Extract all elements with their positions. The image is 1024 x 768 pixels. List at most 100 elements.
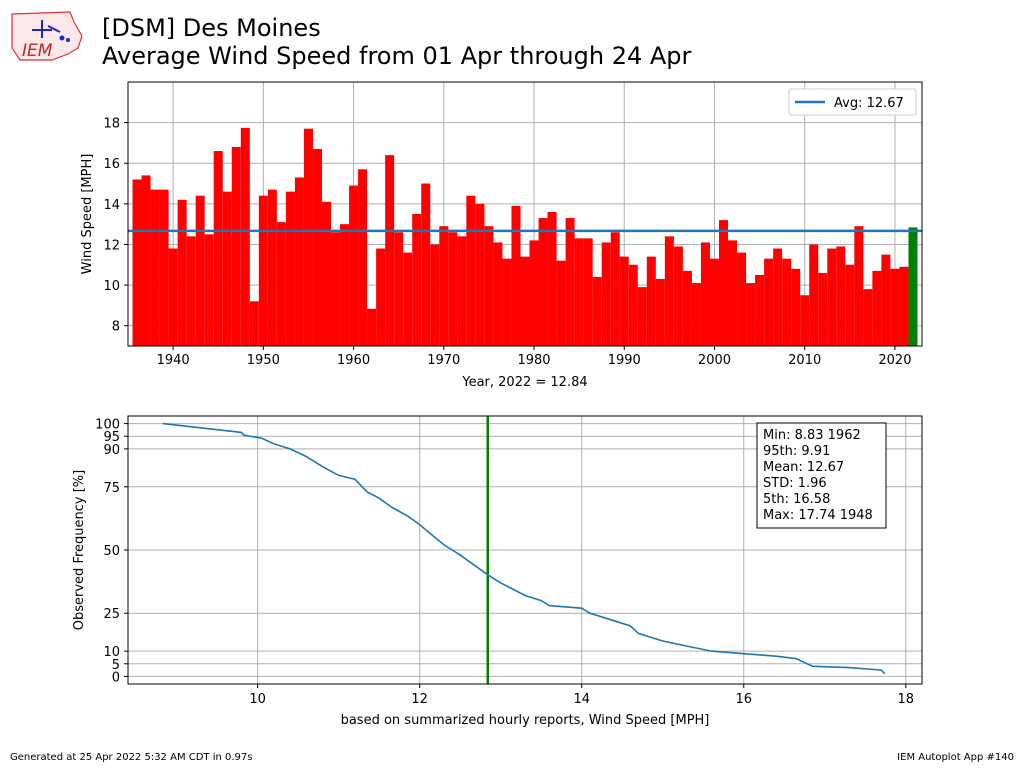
bar-1968 (421, 183, 431, 346)
bar-1937 (141, 175, 151, 346)
bar-x-tick-label: 2010 (788, 353, 821, 368)
freq-y-tick-label: 0 (112, 670, 120, 685)
bar-2014 (836, 246, 846, 346)
bar-1956 (312, 149, 322, 346)
bar-chart-ticks: 1940 1950 1960 1970 1980 1990 2000 2010 2020 8 10 1… (103, 117, 911, 368)
bar-1983 (556, 260, 566, 346)
bar-1979 (520, 256, 530, 346)
bar-2007 (773, 248, 783, 346)
bar-2017 (863, 289, 873, 346)
bar-y-tick-label: 12 (103, 238, 120, 253)
bar-1987 (592, 276, 602, 346)
freq-y-tick-label: 5 (112, 658, 120, 673)
bar-1941 (177, 199, 187, 346)
bar-1994 (655, 278, 665, 346)
bar-1951 (267, 189, 277, 346)
bar-x-tick-label: 1970 (427, 353, 460, 368)
stat-min: Min: 8.83 1962 (763, 428, 861, 443)
bar-1970 (439, 226, 449, 346)
bar-1962 (367, 308, 377, 346)
bar-1985 (574, 238, 584, 346)
bar-2020 (890, 268, 900, 346)
freq-y-tick-label: 10 (103, 645, 120, 660)
logo-text: IEM (22, 41, 53, 61)
bar-1976 (493, 242, 503, 346)
bar-1981 (538, 218, 548, 346)
freq-y-tick-label: 100 (95, 418, 120, 433)
bar-1958 (331, 232, 341, 346)
bar-chart-frame (127, 81, 923, 347)
bar-2016 (854, 226, 864, 346)
bar-y-tick-label: 8 (112, 320, 120, 335)
bar-2022 (908, 227, 918, 346)
stat-5th: 5th: 16.58 (763, 492, 830, 507)
bar-x-tick-label: 2000 (698, 353, 731, 368)
bar-2009 (791, 268, 801, 346)
bar-chart: 1940 1950 1960 1970 1980 1990 2000 2010 2020 8 10 1… (80, 81, 923, 390)
bar-1949 (249, 301, 259, 346)
bar-2005 (755, 274, 765, 346)
bar-1944 (204, 234, 214, 346)
stat-95th: 95th: 9.91 (763, 444, 830, 459)
freq-x-tick-label: 16 (735, 692, 752, 707)
bar-x-tick-label: 1980 (517, 353, 550, 368)
bar-1993 (646, 256, 656, 346)
bar-1980 (529, 240, 539, 346)
bar-2003 (737, 252, 747, 346)
bar-1984 (565, 218, 575, 346)
freq-y-tick-label: 95 (103, 430, 120, 445)
legend-label: Avg: 12.67 (834, 96, 904, 111)
bar-1999 (700, 242, 710, 346)
freq-y-tick-label: 90 (103, 443, 120, 458)
bar-1952 (276, 222, 286, 346)
bar-1988 (601, 242, 611, 346)
freq-xlabel: based on summarized hourly reports, Wind… (341, 713, 710, 728)
stat-mean: Mean: 12.67 (763, 460, 844, 475)
bar-1975 (484, 226, 494, 346)
bar-1942 (186, 236, 196, 346)
bar-1978 (511, 205, 521, 346)
bar-1972 (457, 236, 467, 346)
bar-1961 (358, 169, 368, 346)
freq-x-tick-label: 14 (573, 692, 590, 707)
bar-1998 (691, 283, 701, 346)
bar-1939 (159, 189, 169, 346)
bar-1936 (132, 179, 142, 346)
bar-1996 (673, 246, 683, 346)
bar-1982 (547, 211, 557, 346)
bar-1947 (231, 146, 241, 346)
bar-1971 (448, 232, 458, 346)
bar-1953 (285, 191, 295, 346)
freq-x-tick-label: 18 (898, 692, 915, 707)
freq-x-tick-label: 12 (411, 692, 428, 707)
bar-2006 (764, 258, 774, 346)
legend-box (788, 88, 917, 116)
freq-x-tick-label: 10 (249, 692, 266, 707)
bar-ylabel: Wind Speed [MPH] (80, 154, 95, 275)
title-line-2: Average Wind Speed from 01 Apr through 2… (102, 42, 692, 70)
bar-1965 (394, 232, 404, 346)
bar-2011 (809, 244, 819, 346)
bar-1959 (340, 224, 350, 346)
bar-1960 (349, 185, 359, 346)
bar-2001 (718, 220, 729, 346)
frequency-curve (162, 422, 886, 675)
bar-1974 (475, 203, 485, 346)
freq-y-tick-label: 25 (103, 607, 120, 622)
bar-2015 (845, 264, 855, 346)
bar-y-tick-label: 14 (103, 198, 120, 213)
bar-x-tick-label: 1950 (247, 353, 280, 368)
bar-1991 (628, 264, 638, 346)
freq-ylabel: Observed Frequency [%] (72, 470, 87, 630)
iem-logo: IEM (8, 8, 86, 64)
bar-1938 (150, 189, 160, 346)
stats-box: Min: 8.83 1962 95th: 9.91 Mean: 12.67 ST… (756, 422, 887, 529)
bar-1969 (430, 244, 440, 346)
bar-xlabel: Year, 2022 = 12.84 (461, 375, 587, 390)
bar-1943 (195, 195, 205, 346)
bar-1997 (682, 270, 692, 346)
bar-x-tick-label: 1990 (608, 353, 641, 368)
bar-1989 (610, 232, 620, 346)
bar-x-tick-label: 2020 (878, 353, 911, 368)
